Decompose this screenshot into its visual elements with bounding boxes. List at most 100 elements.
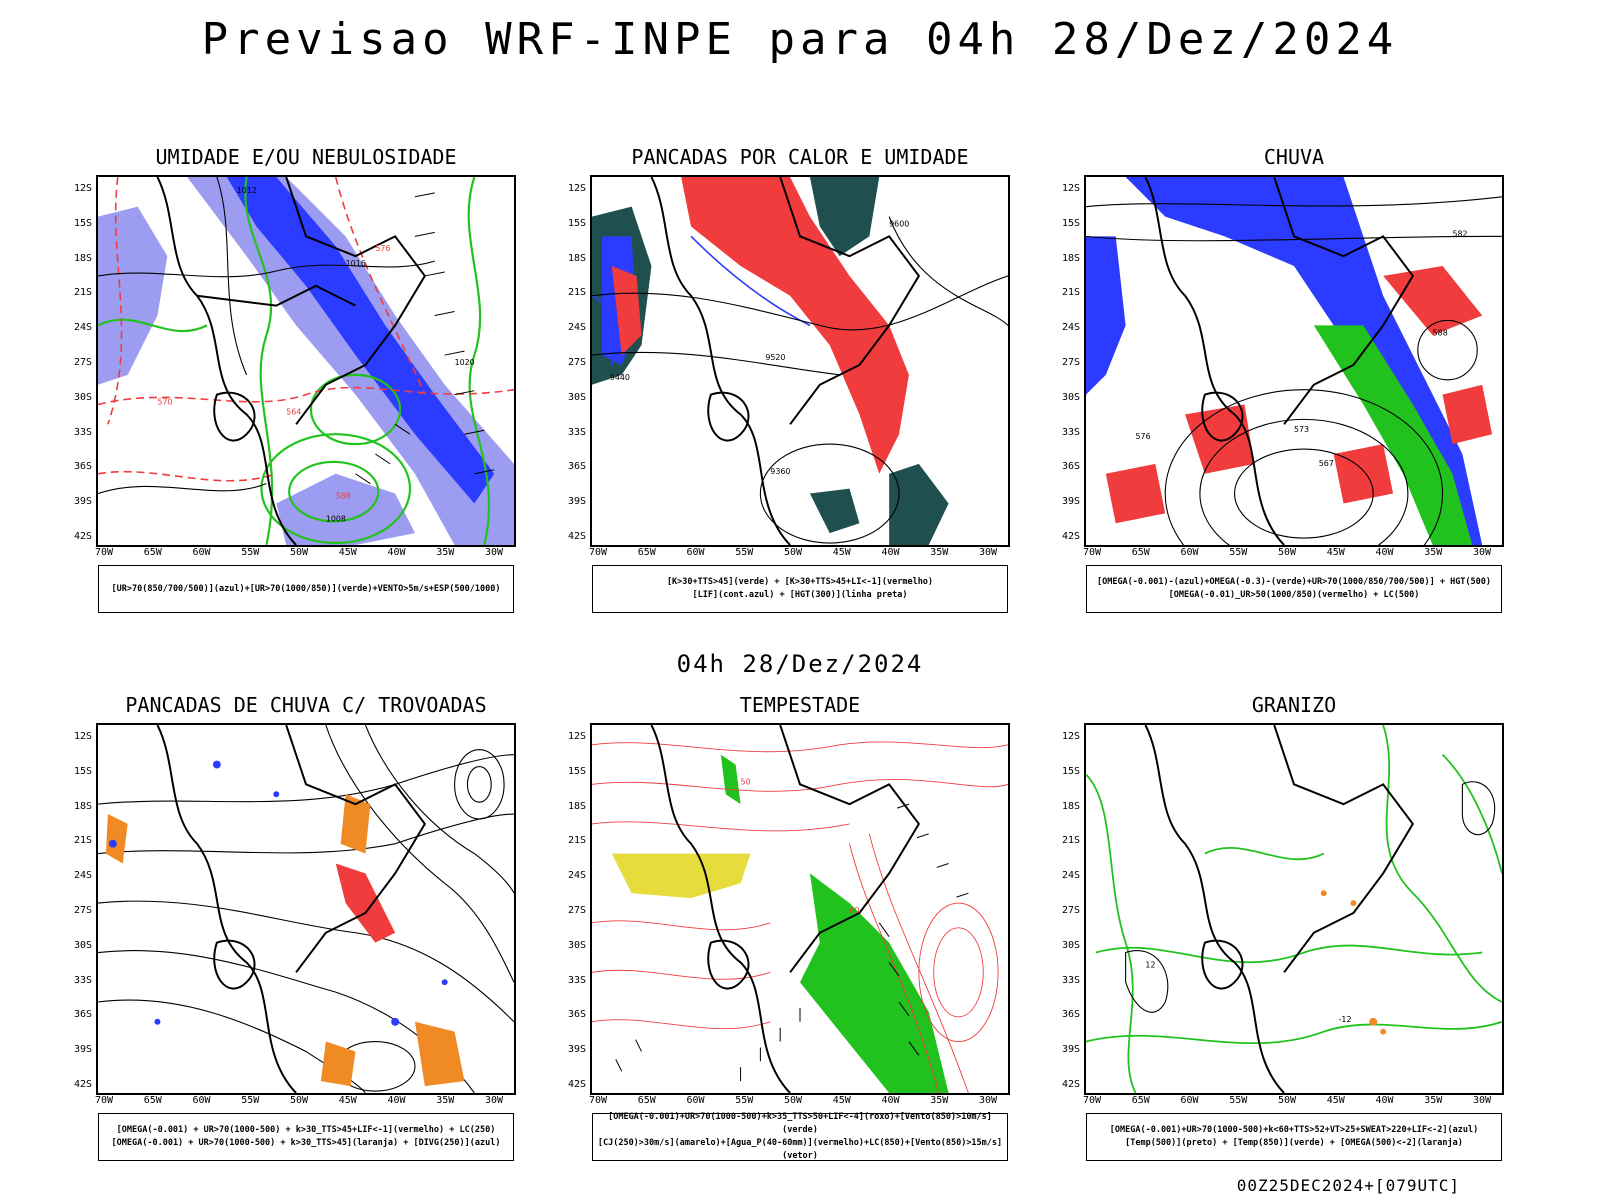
map-tempestade: 50 60	[592, 725, 1008, 1093]
legend-box: [OMEGA(-0.001)+UR>70(1000-500)+k>35_TTS>…	[592, 1112, 1008, 1161]
lat-tick-label: 12S	[73, 731, 92, 742]
legend-box: [OMEGA(-0.001) + UR>70(1000-500) + k>30_…	[98, 1113, 514, 1161]
lon-tick-label: 50W	[783, 547, 803, 558]
lat-tick-label: 27S	[1061, 357, 1080, 368]
lon-tick-label: 50W	[1277, 1095, 1297, 1106]
lon-tick-label: 55W	[241, 547, 260, 558]
lon-tick-label: 35W	[436, 1095, 455, 1106]
map-frame: -12 12	[1084, 723, 1504, 1095]
lat-tick-label: 21S	[73, 287, 92, 299]
lat-axis: 12S 15S 18S 21S 24S 27S 30S 33S 36S 39S 42S	[1050, 175, 1082, 547]
lon-tick-label: 55W	[1229, 547, 1248, 558]
lif-contours	[592, 235, 811, 366]
map-chuva: 582 576 573 567 588	[1086, 177, 1502, 545]
lat-tick-label: 15S	[567, 217, 586, 229]
lon-tick-label: 60W	[192, 1095, 211, 1106]
lat-tick-label: 36S	[1061, 461, 1080, 473]
jet-yellow-area-west	[611, 853, 751, 899]
lat-tick-label: 36S	[73, 461, 92, 473]
contour-label: 9440	[610, 373, 630, 382]
orange-shower-areas	[105, 794, 465, 1087]
lat-tick-label: 33S	[1061, 426, 1080, 438]
lat-tick-label: 39S	[73, 1044, 92, 1056]
lat-tick-label: 15S	[73, 217, 92, 229]
lon-tick-label: 30W	[978, 1095, 998, 1106]
lat-tick-label: 15S	[1061, 765, 1080, 777]
lat-tick-label: 36S	[1061, 1009, 1080, 1021]
lat-tick-label: 18S	[567, 800, 586, 812]
panel-umidade: UMIDADE E/OU NEBULOSIDADE 12S 15S 18S 21S 24…	[74, 145, 516, 625]
lat-tick-label: 21S	[567, 835, 586, 847]
lat-tick-label: 42S	[73, 1079, 92, 1090]
lon-tick-label: 30W	[978, 547, 998, 558]
legend-line: [CJ(250)>30m/s](amarelo)+[Agua_P(40-60mm…	[597, 1138, 1003, 1161]
lat-tick-label: 18S	[567, 252, 586, 264]
contour-label: 9520	[765, 353, 785, 362]
run-timestamp: 00Z25DEC2024+[079UTC]	[1236, 1176, 1460, 1195]
contour-label: 588	[336, 492, 351, 501]
wind-850-green-north	[720, 754, 741, 805]
lon-tick-label: 60W	[686, 1095, 705, 1106]
lon-tick-label: 55W	[735, 547, 754, 558]
lon-tick-label: 70W	[588, 1095, 608, 1106]
contour-label: -12	[1339, 1015, 1352, 1024]
lon-tick-label: 65W	[1131, 547, 1150, 558]
wind-barbs	[355, 192, 495, 485]
map-frame: 9600 9520 9440 9360	[590, 175, 1010, 547]
lon-tick-label: 35W	[930, 547, 949, 558]
legend-box: [UR>70(850/700/500)](azul)+[UR>70(1000/8…	[98, 565, 514, 613]
lon-tick-label: 70W	[1082, 547, 1102, 558]
panel-title: UMIDADE E/OU NEBULOSIDADE	[155, 145, 457, 169]
hgt300-contours	[592, 216, 1008, 544]
lon-tick-label: 30W	[484, 547, 504, 558]
moisture-south-area	[276, 473, 415, 545]
lat-tick-label: 12S	[73, 183, 92, 194]
lon-tick-label: 60W	[1180, 547, 1199, 558]
lat-tick-label: 33S	[567, 974, 586, 986]
lon-tick-label: 65W	[1131, 1095, 1150, 1106]
lat-axis: 12S 15S 18S 21S 24S 27S 30S 33S 36S 39S 42S	[556, 723, 588, 1095]
main-title: Previsao WRF-INPE para 04h 28/Dez/2024	[201, 14, 1399, 65]
lat-tick-label: 30S	[567, 391, 586, 403]
moisture-high-area	[226, 177, 495, 504]
legend-box: [OMEGA(-0.001)+UR>70(1000-500)+k<60+TTS>…	[1086, 1113, 1502, 1161]
lon-tick-label: 40W	[881, 1095, 900, 1106]
country-borders	[156, 177, 427, 545]
lat-tick-label: 18S	[1061, 252, 1080, 264]
lon-tick-label: 50W	[289, 1095, 309, 1106]
legend-box: [K>30+TTS>45](verde) + [K>30+TTS>45+LI<-…	[592, 565, 1008, 613]
legend-line: [OMEGA(-0.01)_UR>50(1000/850)(vermelho) …	[1168, 590, 1420, 600]
lat-tick-label: 24S	[1061, 322, 1080, 334]
lon-tick-label: 40W	[881, 547, 900, 558]
lat-tick-label: 39S	[1061, 1044, 1080, 1056]
lon-axis: 70W 65W 60W 55W 50W 45W 40W 35W 30W	[1082, 1095, 1504, 1109]
lat-axis: 12S 15S 18S 21S 24S 27S 30S 33S 36S 39S 42S	[62, 723, 94, 1095]
lon-tick-label: 60W	[1180, 1095, 1199, 1106]
legend-line: [LIF](cont.azul) + [HGT(300)](linha pret…	[692, 590, 908, 600]
lat-tick-label: 30S	[1061, 391, 1080, 403]
lon-tick-label: 65W	[143, 1095, 162, 1106]
panel-pancadas-calor: PANCADAS POR CALOR E UMIDADE 12S 15S 18S 21…	[568, 145, 1010, 625]
lat-tick-label: 36S	[567, 1009, 586, 1021]
blue-divergence-spots	[108, 760, 448, 1026]
legend-line: [OMEGA(-0.001) + UR>70(1000-500) + k>30_…	[116, 1125, 496, 1135]
lat-tick-label: 15S	[1061, 217, 1080, 229]
contour-label: 1020	[455, 358, 475, 367]
lat-tick-label: 39S	[567, 496, 586, 508]
lat-tick-label: 27S	[1061, 905, 1080, 916]
contour-label: 50	[741, 777, 751, 786]
contour-label: 1008	[326, 514, 346, 523]
teal-instability-south	[889, 463, 949, 545]
panel-chuva: CHUVA 12S 15S 18S 21S 24S 27S 30S 33S 36S 39S 42S	[1062, 145, 1504, 625]
lat-axis: 12S 15S 18S 21S 24S 27S 30S 33S 36S 39S 42S	[1050, 723, 1082, 1095]
lat-tick-label: 21S	[73, 835, 92, 847]
lon-tick-label: 70W	[1082, 1095, 1102, 1106]
lon-tick-label: 30W	[1472, 1095, 1492, 1106]
panel-title: CHUVA	[1263, 145, 1325, 169]
panel-tempestade: TEMPESTADE 12S 15S 18S 21S 24S 27S 30S 33S 36S 39…	[568, 693, 1010, 1173]
precipitable-water-contours	[592, 741, 1008, 1093]
lat-tick-label: 12S	[567, 731, 586, 742]
green-humidity-contours	[98, 177, 491, 545]
lat-tick-label: 30S	[73, 391, 92, 403]
lon-tick-label: 50W	[1277, 547, 1297, 558]
